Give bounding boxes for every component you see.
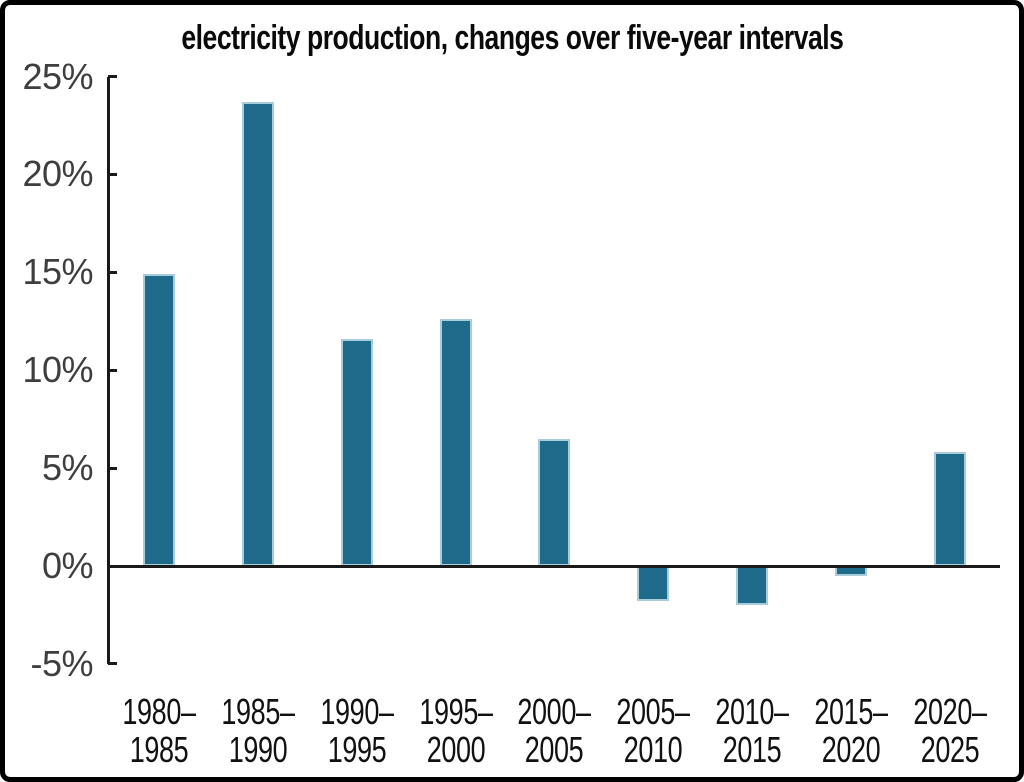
y-tick-label: 0% xyxy=(41,545,94,586)
x-tick-label-line: 1990– xyxy=(319,691,394,732)
x-tick-label-line: 2025 xyxy=(920,729,980,770)
x-tick-label: 2020– 2025 xyxy=(894,693,1007,769)
x-tick-label-line: 1985– xyxy=(221,691,295,732)
y-tick-label: -5% xyxy=(30,642,93,684)
chart-title: electricity production, changes over fiv… xyxy=(5,19,1019,58)
x-tick-label-line: 2005 xyxy=(525,729,584,770)
y-axis-tick xyxy=(108,270,117,274)
x-tick-label-line: 2015 xyxy=(722,729,782,770)
x-tick-label: 1990– 1995 xyxy=(300,693,413,769)
y-axis-tick xyxy=(108,172,117,176)
x-tick-label-line: 1985 xyxy=(129,729,189,770)
x-tick-label-line: 2005– xyxy=(616,691,691,732)
x-tick-label: 1985– 1990 xyxy=(201,693,314,769)
x-tick-label-line: 1995 xyxy=(327,729,386,770)
bar-1985-1990 xyxy=(241,101,274,566)
x-tick-label-line: 1980– xyxy=(122,691,196,732)
y-tick-label: 10% xyxy=(22,349,93,391)
y-tick-label: 5% xyxy=(41,447,94,489)
bar-2000-2005 xyxy=(538,438,571,566)
x-tick-label: 2000– 2005 xyxy=(498,693,611,769)
x-tick-label: 1995– 2000 xyxy=(399,693,512,769)
x-tick-label-line: 2000– xyxy=(517,691,592,732)
y-axis-tick xyxy=(108,75,117,78)
x-tick-label-line: 2020– xyxy=(913,691,987,732)
x-tick-label: 2005– 2010 xyxy=(597,693,710,769)
bar-chart-plot: 25% 20% 15% 10% 5% 0% -5% 1980– 1985 1985– 1990 199… xyxy=(5,5,1019,777)
bar-1980-1985 xyxy=(142,274,175,566)
chart-title-text: electricity production, changes over fiv… xyxy=(180,19,844,57)
bar-1995-2000 xyxy=(439,319,472,566)
x-tick-label: 2010– 2015 xyxy=(696,693,809,769)
x-tick-label: 1980– 1985 xyxy=(103,693,216,769)
x-tick-label-line: 2020 xyxy=(821,729,881,770)
y-axis-tick xyxy=(108,662,117,666)
x-tick-label-line: 2010 xyxy=(624,729,683,770)
bar-2010-2015 xyxy=(736,566,769,606)
x-tick-label-line: 1990 xyxy=(228,729,287,770)
y-axis-tick xyxy=(108,368,117,372)
x-tick-label-line: 1995– xyxy=(418,691,493,732)
bar-2005-2010 xyxy=(637,566,670,602)
x-tick-label: 2015– 2020 xyxy=(795,693,908,769)
bar-1990-1995 xyxy=(340,338,373,566)
x-tick-label-line: 2010– xyxy=(715,691,790,732)
y-axis-tick xyxy=(108,466,117,470)
x-tick-label-line: 2015– xyxy=(814,691,888,732)
y-tick-label: 20% xyxy=(22,153,93,195)
bar-2020-2025 xyxy=(934,452,966,566)
y-tick-label: 25% xyxy=(22,55,93,97)
zero-baseline xyxy=(108,564,1000,568)
x-tick-label-line: 2000 xyxy=(426,729,485,770)
y-tick-label: 15% xyxy=(22,251,93,293)
